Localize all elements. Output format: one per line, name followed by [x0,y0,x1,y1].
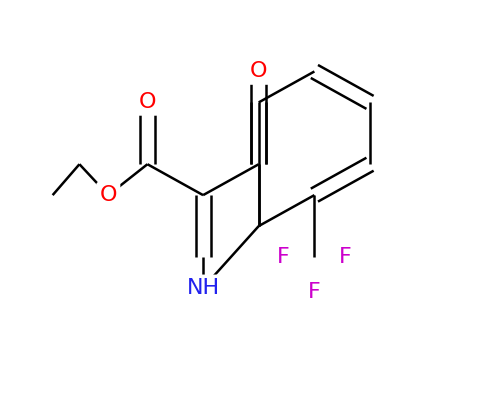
Text: O: O [139,93,156,112]
Text: NH: NH [186,278,219,298]
Text: F: F [308,282,321,302]
Text: F: F [277,247,290,267]
Text: F: F [339,247,352,267]
Text: O: O [100,185,117,205]
Text: O: O [250,61,268,81]
